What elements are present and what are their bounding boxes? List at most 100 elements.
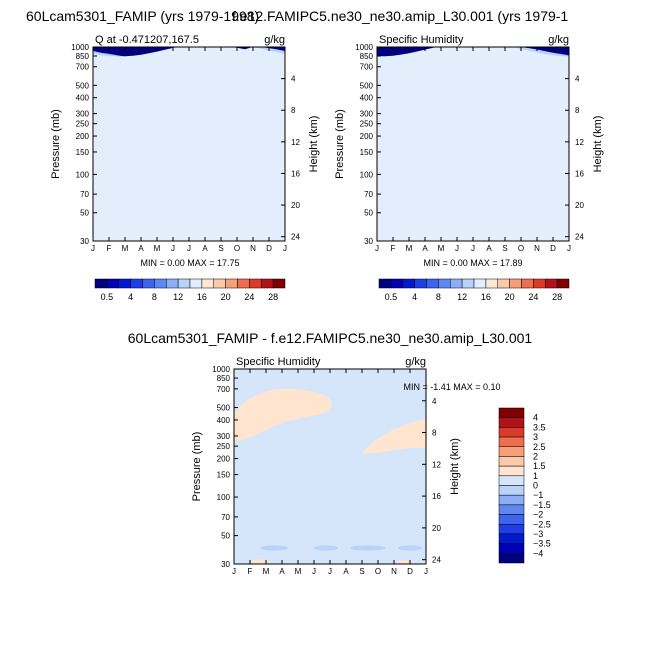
colorbar-label: 28 [268,292,278,302]
month-tick-label: O [234,244,240,253]
month-tick-label: J [232,567,236,576]
negative-anomaly-region [398,545,422,551]
month-tick-label: A [138,244,144,253]
height-tick-label: 16 [575,169,584,178]
colorbar-box [118,278,131,289]
pressure-tick-label: 1000 [355,43,373,52]
pressure-tick-label: 50 [364,209,373,218]
colorbar-label: 4 [412,292,417,302]
colorbar-box [237,278,250,289]
units-label: g/kg [264,34,285,46]
y-axis-right-title: Height (km) [449,438,461,495]
height-tick-label: 4 [291,75,296,84]
colorbar-box [177,278,191,289]
month-tick-label: M [406,244,413,253]
colorbar-box [272,278,286,289]
pressure-tick-label: 850 [360,52,374,61]
month-tick-label: A [343,567,349,576]
min-max-label: MIN = 0.00 MAX = 17.89 [423,258,522,268]
colorbar-label: −2.5 [533,519,551,529]
y-axis-title: Pressure (mb) [50,109,62,179]
month-tick-label: A [486,244,492,253]
pressure-tick-label: 400 [360,94,374,103]
plot-area [234,369,426,564]
height-tick-label: 8 [432,429,437,438]
colorbar-box [473,278,487,289]
colorbar-box [378,278,392,289]
colorbar-box [498,407,525,418]
month-tick-label: S [502,244,507,253]
month-tick-label: N [250,244,256,253]
height-tick-label: 8 [291,106,296,115]
colorbar-box [498,485,525,496]
colorbar-label: 12 [457,292,467,302]
month-tick-label: M [295,567,302,576]
height-tick-label: 16 [291,169,300,178]
pressure-tick-label: 100 [76,170,90,179]
colorbar-label: 3.5 [533,422,546,432]
pressure-tick-label: 150 [76,148,90,157]
colorbar-label: 24 [528,292,538,302]
colorbar-label: 3 [533,432,538,442]
y-axis-title: Pressure (mb) [334,109,346,179]
y-axis-right-title: Height (km) [308,116,320,173]
pressure-tick-label: 700 [76,63,90,72]
colorbar-label: 1.5 [533,461,546,471]
month-tick-label: J [375,244,379,253]
pressure-tick-label: 50 [221,532,230,541]
colorbar-box [498,417,525,428]
pressure-tick-label: 100 [217,493,231,502]
positive-anomaly-region [234,388,332,441]
colorbar-box [498,524,525,535]
colorbar-label: 2.5 [533,442,546,452]
positive-anomaly-region [397,560,411,564]
colorbar-label: 20 [505,292,515,302]
colorbar-box [402,278,415,289]
pressure-tick-label: 70 [364,190,373,199]
month-tick-label: M [122,244,129,253]
pressure-tick-label: 300 [360,110,374,119]
colorbar-box [498,543,525,554]
colorbar-box [498,514,525,525]
colorbar-label: 16 [197,292,207,302]
colorbar-box [166,278,179,289]
colorbar-box [438,278,451,289]
colorbar-box [497,278,510,289]
month-tick-label: J [424,567,428,576]
panel-subtitle: Specific Humidity [379,34,464,46]
difference-panel: Specific Humidity g/kg3050701001502002503… [191,356,551,576]
pressure-tick-label: 400 [217,416,231,425]
colorbar-box [213,278,226,289]
colorbar-label: −3 [533,529,543,539]
y-axis-right-title: Height (km) [592,116,604,173]
pressure-tick-label: 300 [76,110,90,119]
colorbar-label: 0 [533,481,538,491]
pressure-tick-label: 700 [360,63,374,72]
height-tick-label: 20 [291,201,300,210]
month-tick-label: N [391,567,397,576]
min-max-label: MIN = -1.41 MAX = 0.10 [403,382,500,392]
shaded-band [93,47,285,241]
colorbar-box [498,504,525,515]
colorbar-box [249,278,262,289]
pressure-tick-label: 150 [217,470,231,479]
month-tick-label: M [154,244,161,253]
colorbar-box [498,475,525,486]
colorbar-box [498,456,525,467]
pressure-tick-label: 700 [217,385,231,394]
colorbar-label: 0.5 [101,292,114,302]
pressure-tick-label: 500 [76,81,90,90]
colorbar-box [521,278,534,289]
colorbar-label: 4 [533,413,538,423]
colorbar-box [498,533,525,544]
colorbar-box [390,278,403,289]
colorbar-box [498,436,525,447]
y-axis-title: Pressure (mb) [191,432,203,502]
month-tick-label: J [171,244,175,253]
colorbar-box [154,278,167,289]
month-tick-label: O [375,567,381,576]
month-tick-label: M [263,567,270,576]
month-tick-label: J [187,244,191,253]
colorbar-label: −3.5 [533,539,551,549]
